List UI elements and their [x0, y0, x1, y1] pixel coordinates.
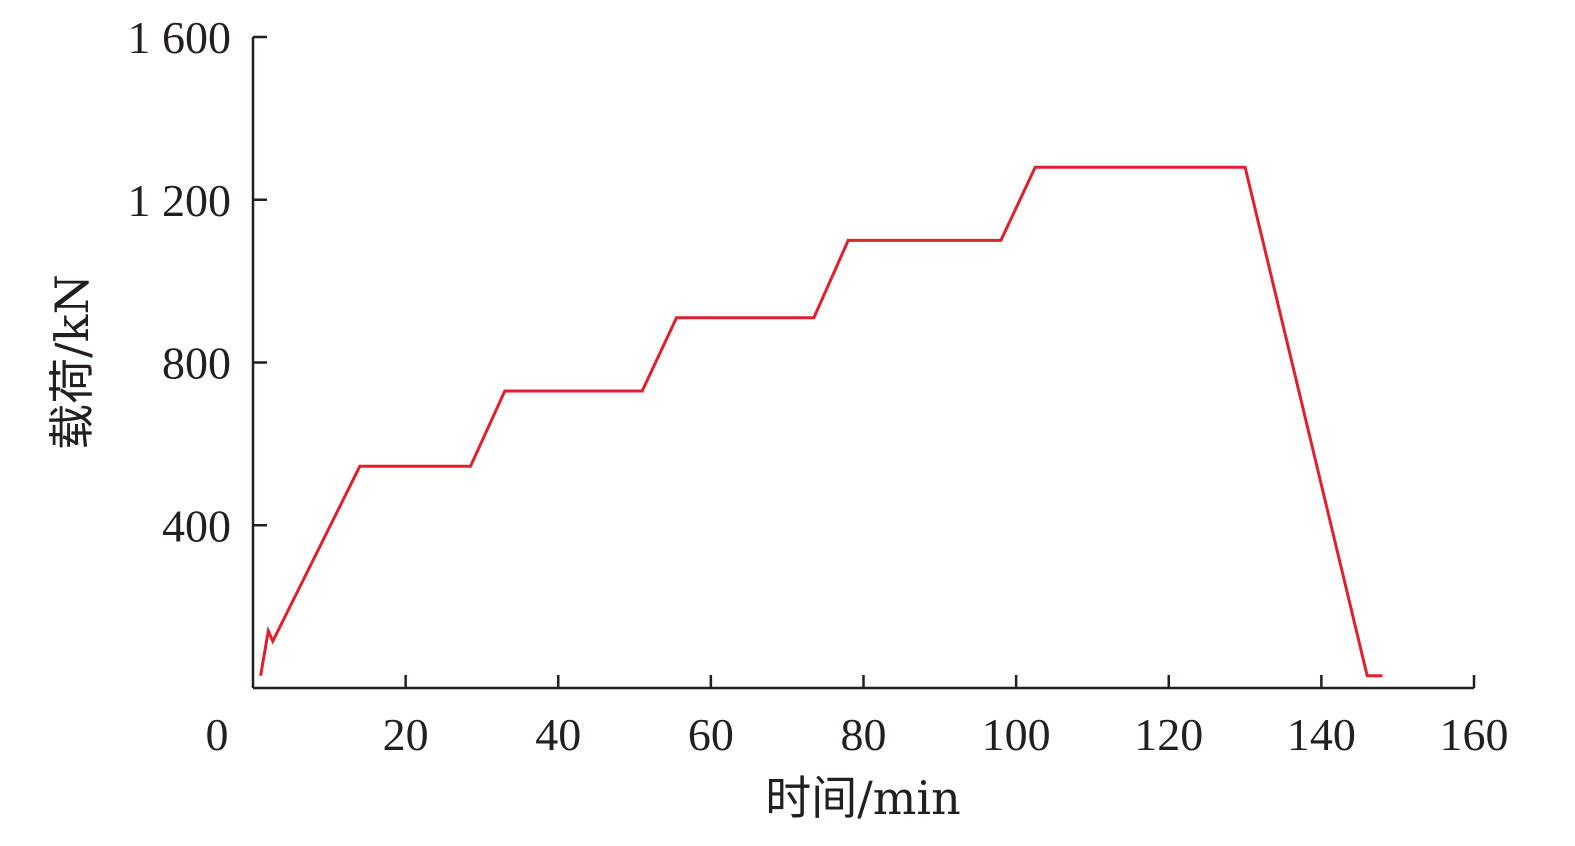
x-tick-label: 0 [206, 709, 229, 760]
x-ticks: 0 20 40 60 80 100 120 140 160 [206, 675, 1509, 760]
series-layer [259, 165, 1383, 678]
x-tick-label: 120 [1134, 709, 1203, 760]
x-tick-label: 40 [535, 709, 581, 760]
x-axis-title: 时间/min [765, 771, 960, 825]
y-tick-label: 800 [162, 338, 231, 389]
x-tick-label: 80 [841, 709, 887, 760]
x-tick-label: 100 [982, 709, 1051, 760]
y-tick-label: 400 [162, 500, 231, 551]
y-tick-label: 1 600 [128, 12, 232, 63]
x-tick-label: 20 [383, 709, 429, 760]
y-ticks: 400 800 1 200 1 600 [128, 12, 267, 551]
x-tick-label: 140 [1287, 709, 1356, 760]
y-tick-label: 1 200 [128, 175, 232, 226]
x-tick-label: 160 [1440, 709, 1509, 760]
x-tick-label: 60 [688, 709, 734, 760]
series-line-1 [259, 165, 1383, 678]
y-axis-title: 载荷/kN [45, 274, 99, 450]
